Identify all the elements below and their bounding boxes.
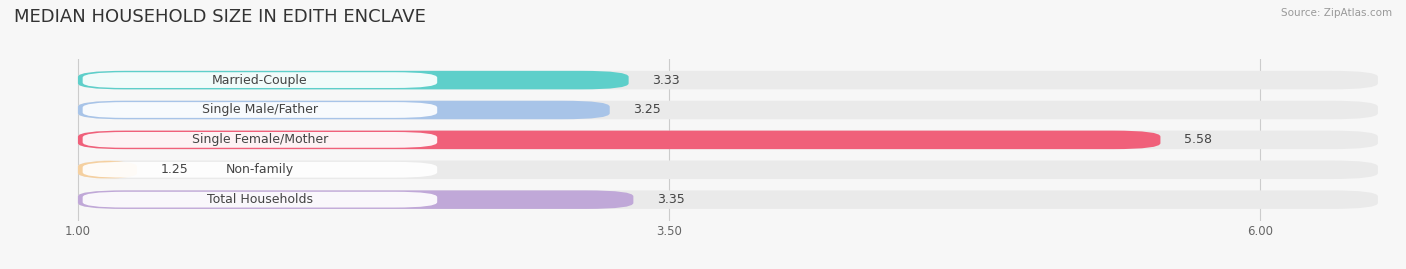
Text: Single Female/Mother: Single Female/Mother: [191, 133, 328, 146]
FancyBboxPatch shape: [83, 72, 437, 88]
FancyBboxPatch shape: [83, 192, 437, 208]
Text: 5.58: 5.58: [1184, 133, 1212, 146]
FancyBboxPatch shape: [77, 71, 628, 89]
FancyBboxPatch shape: [77, 101, 610, 119]
Text: Total Households: Total Households: [207, 193, 314, 206]
FancyBboxPatch shape: [83, 102, 437, 118]
FancyBboxPatch shape: [77, 190, 633, 209]
Text: 1.25: 1.25: [160, 163, 188, 176]
FancyBboxPatch shape: [77, 131, 1160, 149]
FancyBboxPatch shape: [77, 131, 1378, 149]
FancyBboxPatch shape: [77, 190, 1378, 209]
Text: 3.35: 3.35: [657, 193, 685, 206]
FancyBboxPatch shape: [77, 161, 136, 179]
Text: Single Male/Father: Single Male/Father: [202, 104, 318, 116]
Text: Married-Couple: Married-Couple: [212, 74, 308, 87]
Text: Non-family: Non-family: [226, 163, 294, 176]
Text: MEDIAN HOUSEHOLD SIZE IN EDITH ENCLAVE: MEDIAN HOUSEHOLD SIZE IN EDITH ENCLAVE: [14, 8, 426, 26]
FancyBboxPatch shape: [83, 162, 437, 178]
FancyBboxPatch shape: [77, 71, 1378, 89]
Text: 3.33: 3.33: [652, 74, 681, 87]
Text: Source: ZipAtlas.com: Source: ZipAtlas.com: [1281, 8, 1392, 18]
Text: 3.25: 3.25: [633, 104, 661, 116]
FancyBboxPatch shape: [77, 161, 1378, 179]
FancyBboxPatch shape: [83, 132, 437, 148]
FancyBboxPatch shape: [77, 101, 1378, 119]
